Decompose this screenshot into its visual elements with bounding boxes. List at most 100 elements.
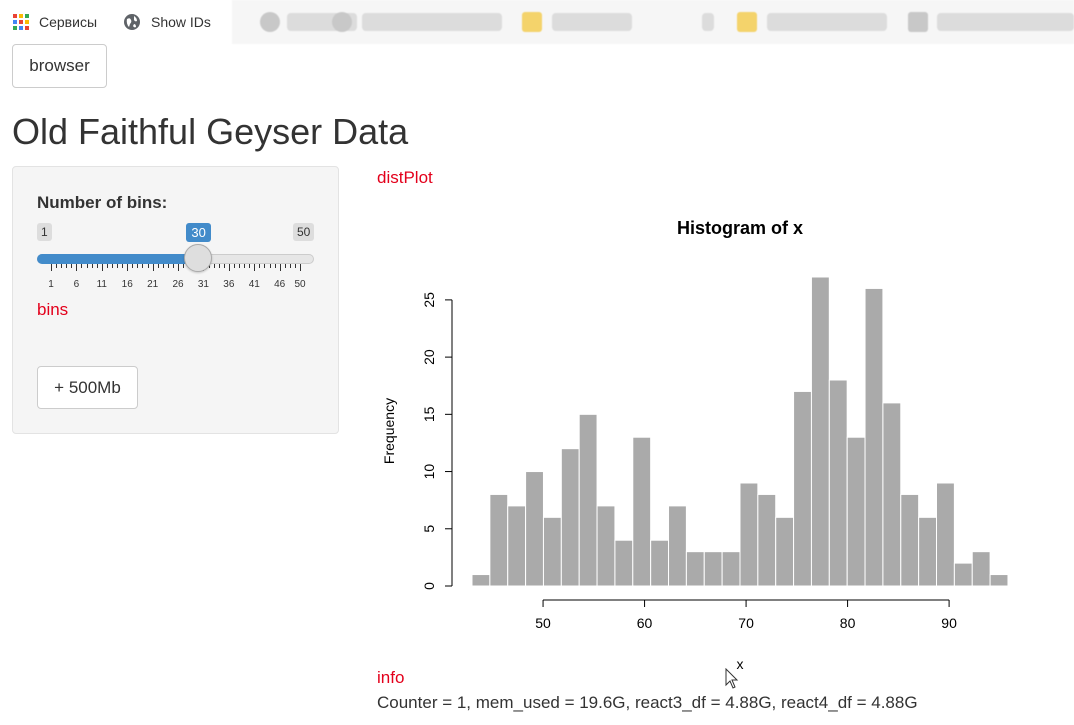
slider-tick — [71, 264, 73, 268]
slider-handle[interactable] — [184, 244, 213, 272]
slider-tick — [233, 264, 235, 268]
slider-tick — [157, 264, 159, 268]
slider-tick — [152, 264, 154, 271]
histogram-bar — [650, 539, 670, 587]
bookmarks-bar: Сервисы Show IDs — [0, 0, 1074, 44]
slider-tick — [218, 264, 220, 268]
histogram-bar — [810, 276, 830, 587]
slider-tick — [76, 264, 78, 271]
histogram-bar — [471, 574, 491, 587]
slider-tick — [223, 264, 225, 268]
globe-icon — [124, 14, 140, 30]
slider-tick — [81, 264, 83, 268]
slider-tick — [239, 264, 241, 268]
slider-min-label: 1 — [37, 223, 52, 241]
slider-tick — [96, 264, 98, 268]
histogram-bar — [614, 539, 634, 587]
y-tick-label: 0 — [421, 582, 437, 590]
slider-max-label: 50 — [293, 223, 315, 241]
histogram-bar — [828, 379, 848, 587]
chart-title: Histogram of x — [677, 218, 803, 238]
histogram-bar — [989, 574, 1009, 587]
slider-tick — [249, 264, 251, 268]
y-tick-label: 5 — [421, 525, 437, 533]
slider-tick — [51, 264, 52, 271]
bookmark-services-label: Сервисы — [39, 14, 98, 30]
apps-grid-icon — [13, 14, 29, 30]
histogram-bar — [632, 436, 652, 587]
slider-tick — [244, 264, 246, 268]
slider-tick-label: 41 — [248, 279, 260, 290]
histogram-bar — [936, 482, 955, 587]
histogram-bar — [596, 505, 616, 587]
histogram-bar — [900, 493, 920, 587]
slider-tick — [259, 264, 261, 268]
slider-tick — [106, 264, 108, 268]
histogram-bar — [757, 493, 777, 587]
slider-tick — [274, 264, 276, 268]
slider-tick — [86, 264, 88, 268]
slider-tick — [269, 264, 271, 268]
y-tick-label: 25 — [421, 292, 437, 308]
histogram-bar — [971, 551, 991, 587]
x-tick-label: 60 — [637, 615, 653, 631]
add-500mb-button[interactable]: + 500Mb — [37, 366, 138, 409]
x-tick-label: 50 — [535, 615, 551, 631]
bins-output: bins — [37, 300, 69, 319]
slider-tick — [142, 264, 144, 268]
slider-tick — [56, 264, 58, 268]
slider-tick — [167, 264, 169, 268]
slider-tick — [127, 264, 129, 271]
histogram-bar — [864, 287, 884, 587]
histogram-bar — [703, 551, 723, 587]
browser-button[interactable]: browser — [12, 44, 107, 88]
slider-tick — [172, 264, 174, 268]
slider-tick — [91, 264, 93, 268]
slider-tick-label: 26 — [172, 279, 184, 290]
slider-tick — [254, 264, 256, 271]
histogram-bar — [507, 505, 527, 587]
histogram-plot: Histogram of x 50 60 70 80 90 x 0 5 10 15 20 25 Frequ… — [381, 218, 1009, 672]
histogram-bar — [793, 390, 812, 587]
histogram-bar — [685, 551, 705, 587]
slider-tick-label: 36 — [223, 279, 235, 290]
x-tick-label: 80 — [840, 615, 856, 631]
slider-tick — [162, 264, 164, 268]
slider-tick — [279, 264, 281, 271]
bookmark-show-ids[interactable]: Show IDs — [123, 0, 211, 44]
info-output-id: info — [377, 668, 405, 687]
slider-tick — [264, 264, 266, 268]
info-text: Counter = 1, mem_used = 19.6G, react3_df… — [377, 693, 918, 712]
slider-label: Number of bins: — [37, 193, 168, 212]
slider-tick — [178, 264, 180, 271]
slider-tick — [111, 264, 113, 268]
x-tick-label: 70 — [738, 615, 754, 631]
y-tick-label: 10 — [421, 464, 437, 480]
slider-tick — [228, 264, 230, 271]
blurred-bookmarks — [232, 0, 1074, 44]
slider-tick-label: 6 — [73, 279, 80, 290]
slider-tick-label: 11 — [96, 279, 108, 290]
slider-tick — [117, 264, 119, 268]
histogram-bar — [578, 413, 598, 587]
histogram-bar — [846, 436, 866, 587]
slider-tick — [300, 264, 301, 271]
slider-tick — [147, 264, 149, 268]
histogram-bar — [882, 402, 902, 587]
x-axis-label: x — [737, 656, 744, 672]
slider-tick — [122, 264, 124, 268]
slider-tick — [137, 264, 139, 268]
y-tick-label: 15 — [421, 406, 437, 422]
histogram-bar — [489, 493, 509, 587]
bookmark-services[interactable]: Сервисы — [13, 0, 97, 44]
slider-tick — [66, 264, 68, 268]
histogram-bar — [525, 471, 544, 587]
histogram-bar — [542, 516, 562, 587]
histogram-bar — [953, 562, 973, 587]
slider-tick-label: 16 — [121, 279, 133, 290]
bookmark-show-ids-label: Show IDs — [151, 14, 211, 30]
slider-tick — [294, 264, 296, 268]
slider-fill — [37, 254, 199, 264]
page-title: Old Faithful Geyser Data — [12, 111, 409, 152]
slider-value-label: 30 — [186, 223, 211, 242]
